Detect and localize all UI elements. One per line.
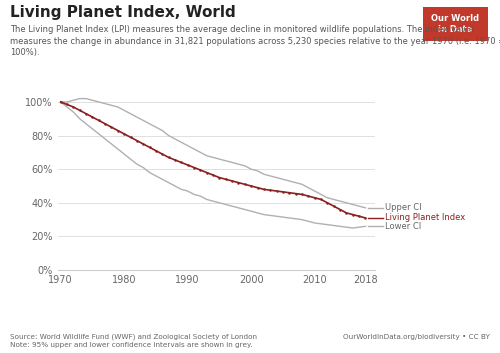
Text: Source: World Wildlife Fund (WWF) and Zoological Society of London
Note: 95% upp: Source: World Wildlife Fund (WWF) and Zo… (10, 334, 257, 348)
Text: Lower CI: Lower CI (386, 222, 422, 231)
Text: The Living Planet Index (LPI) measures the average decline in monitored wildlife: The Living Planet Index (LPI) measures t… (10, 25, 500, 57)
Text: Living Planet Index: Living Planet Index (386, 214, 466, 222)
Text: Living Planet Index, World: Living Planet Index, World (10, 5, 236, 20)
Text: OurWorldInData.org/biodiversity • CC BY: OurWorldInData.org/biodiversity • CC BY (343, 334, 490, 340)
Text: Upper CI: Upper CI (386, 203, 422, 213)
Text: Our World
in Data: Our World in Data (431, 14, 479, 34)
